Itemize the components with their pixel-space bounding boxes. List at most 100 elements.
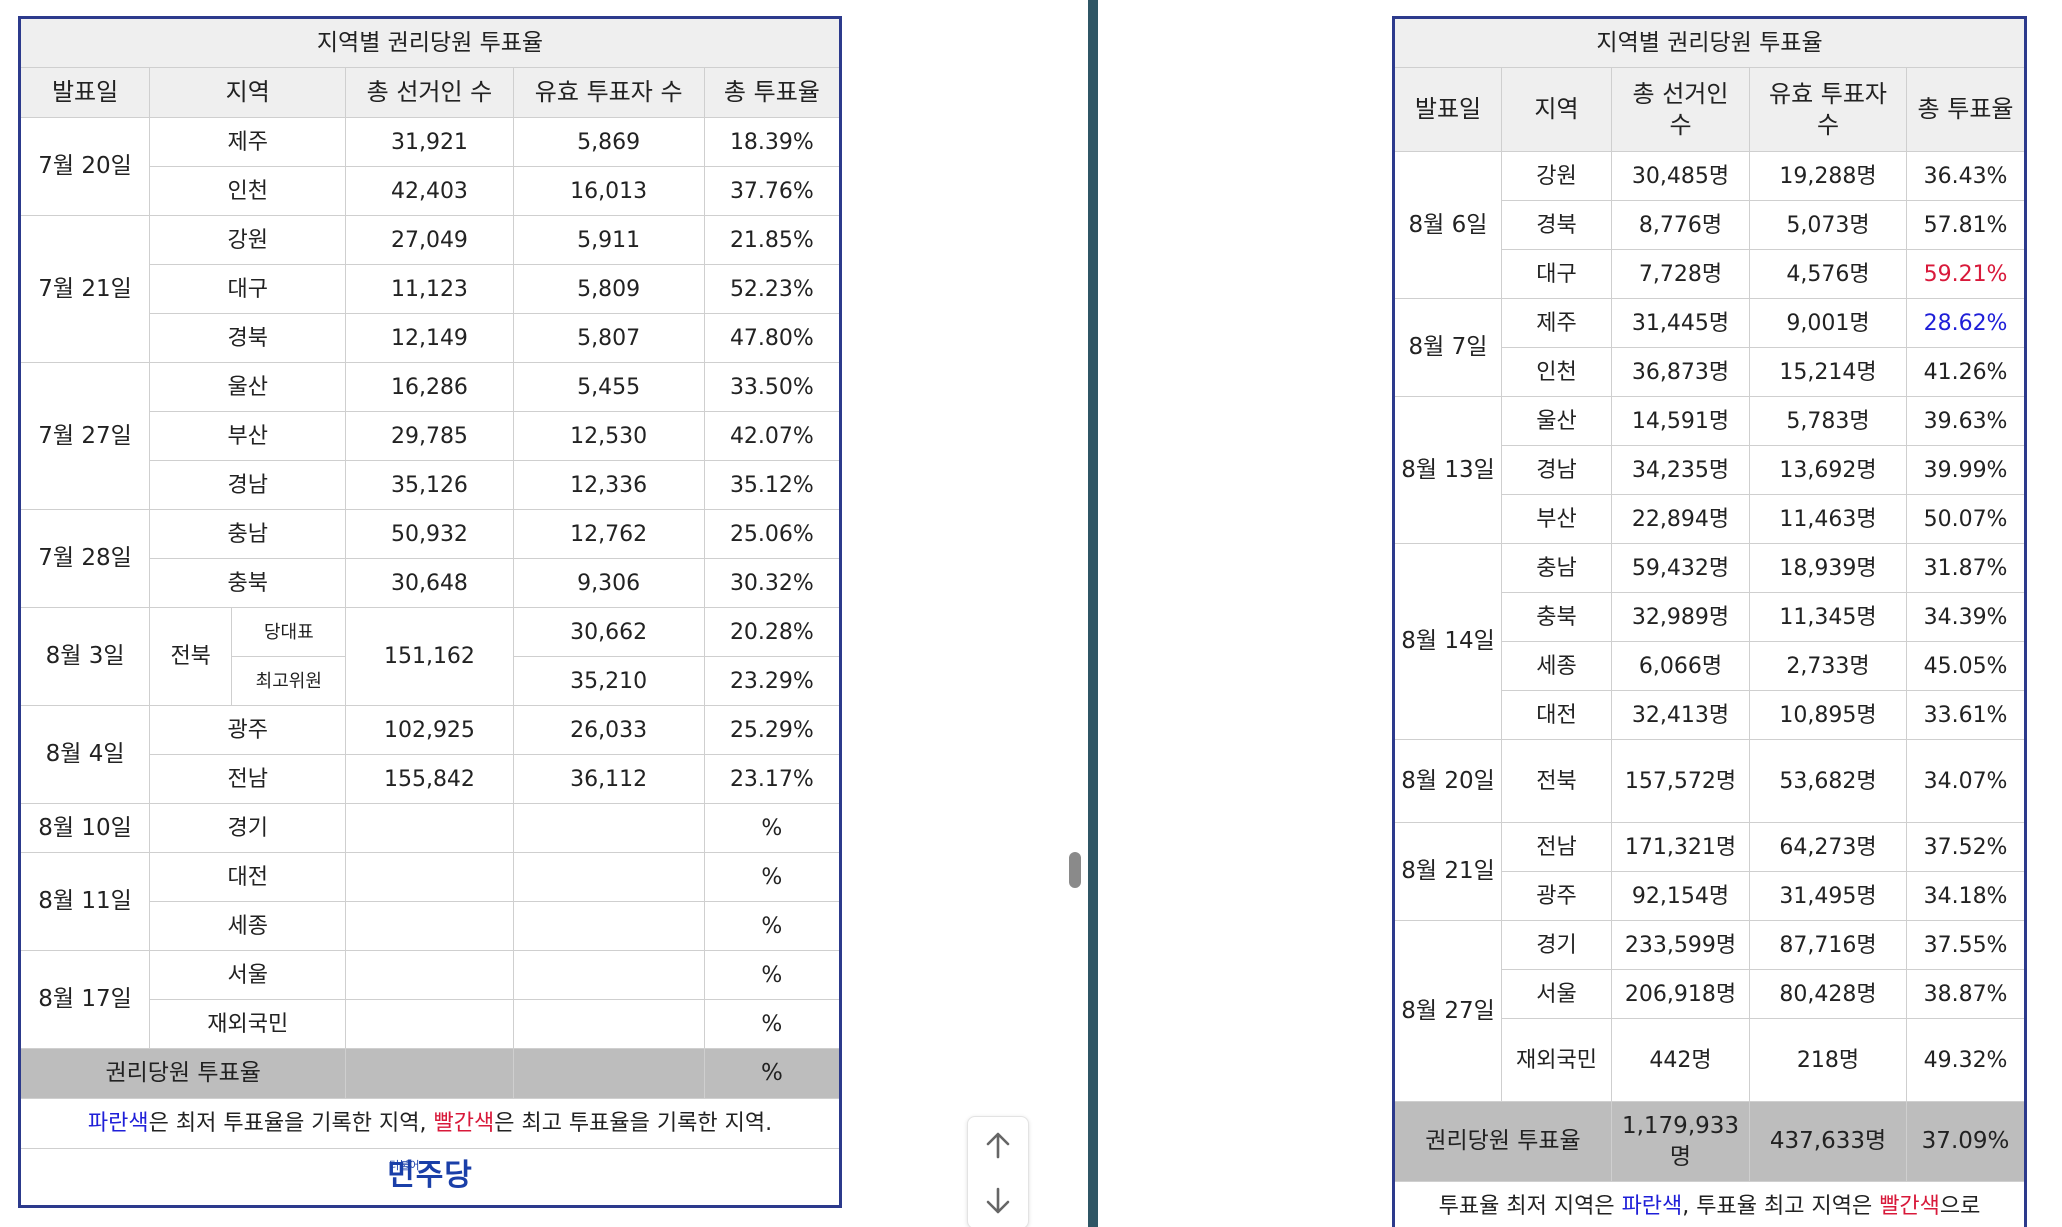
turnout-cell: 37.09% [1905,1101,2027,1182]
turnout-cell: 41.26% [1905,347,2027,397]
region-cell: 충북 [149,558,347,608]
total-voters-cell [345,950,514,1000]
total-voters-cell: 92,154명 [1611,871,1750,921]
region-cell: 대구 [1501,249,1612,299]
note-text-start: 투표율 최저 지역은 [1438,1193,1622,1219]
total-voters-cell: 1,179,933명 [1611,1101,1750,1182]
left-document-pane: 지역별 권리당원 투표율 발표일 지역 총 선거인 수 유효 투표자 수 총 투… [18,16,1081,1227]
table-row: 경북 12,149 5,807 47.80% [20,313,842,363]
region-cell: 전북 [149,607,233,706]
header-turnout: 총 투표율 [1905,67,2027,152]
header-turnout: 총 투표율 [703,67,842,118]
table-row: 8월 4일 광주 102,925 26,033 25.29% [18,705,842,804]
header-region: 지역 [1501,67,1612,152]
turnout-cell: 49.32% [1905,1018,2027,1102]
valid-voters-cell: 5,807 [512,313,705,363]
valid-voters-cell: 64,273명 [1749,822,1907,872]
region-cell: 제주 [149,117,347,167]
valid-voters-cell [512,1048,705,1099]
date-cell: 7월 20일 [18,117,151,216]
valid-voters-cell: 218명 [1749,1018,1907,1102]
logo-main-text: 민주당 [387,1158,473,1193]
total-voters-cell: 34,235명 [1611,445,1750,495]
valid-voters-cell: 11,463명 [1749,494,1907,544]
turnout-cell: 35.12% [703,460,842,510]
turnout-cell: % [703,901,842,951]
valid-voters-cell: 9,001명 [1749,298,1907,348]
total-voters-cell: 31,921 [345,117,514,167]
region-cell: 서울 [149,950,347,1000]
turnout-cell: 23.29% [703,656,842,706]
valid-voters-cell: 53,682명 [1749,739,1907,823]
total-voters-cell: 32,413명 [1611,690,1750,740]
scrollbar-thumb[interactable] [1069,852,1081,888]
table-caption: 지역별 권리당원 투표율 [19,17,841,68]
valid-voters-cell: 80,428명 [1749,969,1907,1019]
pane-divider[interactable] [1088,0,1098,1227]
total-voters-cell [345,999,514,1049]
turnout-cell: 37.76% [703,166,842,216]
scroll-buttons [967,1116,1029,1227]
turnout-cell: 47.80% [703,313,842,363]
table-row: 8월 14일 충남 59,432명 18,939명 31.87% [1393,543,2027,740]
valid-voters-cell: 2,733명 [1749,641,1907,691]
legend-note: 파란색은 최저 투표율을 기록한 지역, 빨간색은 최고 투표율을 기록한 지역… [19,1098,841,1149]
valid-voters-cell: 18,939명 [1749,543,1907,593]
region-cell: 경남 [149,460,347,510]
total-voters-cell: 206,918명 [1611,969,1750,1019]
region-cell: 세종 [1501,641,1612,691]
table-caption: 지역별 권리당원 투표율 [1392,17,2027,68]
region-cell: 전북 [1501,739,1612,823]
table-row: 부산 22,894명 11,463명 50.07% [1394,494,2027,544]
valid-voters-cell: 19,288명 [1749,151,1907,201]
scroll-down-button[interactable] [968,1173,1028,1227]
table-row: 8월 27일 경기 233,599명 87,716명 37.55% [1393,920,2027,1102]
scroll-up-button[interactable] [968,1117,1028,1172]
table-row: 7월 21일 강원 27,049 5,911 21.85% [18,215,842,363]
note-text-end: 은 최고 투표율을 기록한 지역. [494,1111,773,1136]
date-cell: 8월 3일 [18,607,151,706]
date-cell: 7월 28일 [18,509,151,608]
date-cell: 8월 20일 [1393,739,1502,823]
valid-voters-cell: 30,662 [512,607,705,657]
right-vote-table: 지역별 권리당원 투표율 발표일 지역 총 선거인 수 유효 투표자 수 총 투… [1392,16,2028,1227]
left-jeonbuk-rows: 8월 3일 전북 당대표 151,162 30,662 20.28% 최고위원 … [18,607,842,706]
valid-voters-cell: 11,345명 [1749,592,1907,642]
turnout-cell: 39.63% [1905,396,2027,446]
turnout-cell: 30.32% [703,558,842,608]
total-voters-cell: 29,785 [345,411,514,461]
region-cell: 재외국민 [1501,1018,1612,1102]
date-cell: 8월 27일 [1393,920,1502,1102]
valid-voters-cell: 12,336 [512,460,705,510]
table-row: 세종 6,066명 2,733명 45.05% [1394,641,2027,691]
logo-cell: 더불어 민주당 [19,1148,841,1207]
total-row: 권리당원 투표율 1,179,933명 437,633명 37.09% [1393,1101,2027,1182]
region-cell: 대전 [149,852,347,902]
sub-label-cell: 최고위원 [231,656,347,706]
table-row: 충북 32,989명 11,345명 34.39% [1394,592,2027,642]
table-row: 8월 13일 울산 14,591명 5,783명 39.63% [1393,396,2027,544]
turnout-cell: 33.61% [1905,690,2027,740]
region-cell: 경남 [1501,445,1612,495]
total-voters-cell: 31,445명 [1611,298,1750,348]
valid-voters-cell: 5,911 [512,215,705,265]
turnout-cell: % [703,1048,842,1099]
valid-voters-cell: 35,210 [512,656,705,706]
date-cell: 8월 14일 [1393,543,1502,740]
total-voters-cell: 155,842 [345,754,514,804]
right-table-body: 8월 6일 강원 30,485명 19,288명 36.43% 경북 8,776명 5,073… [1393,151,2027,1102]
header-region: 지역 [149,67,347,118]
total-voters-cell: 157,572명 [1611,739,1750,823]
turnout-cell: 50.07% [1905,494,2027,544]
turnout-cell: 25.29% [703,705,842,755]
table-row: 재외국민 442명 218명 49.32% [1394,1018,2027,1102]
region-cell: 광주 [1501,871,1612,921]
total-voters-cell [345,803,514,853]
total-voters-cell [345,852,514,902]
right-document-pane: 지역별 권리당원 투표율 발표일 지역 총 선거인 수 유효 투표자 수 총 투… [1098,0,2062,1227]
total-voters-cell: 14,591명 [1611,396,1750,446]
table-row: 7월 20일 제주 31,921 5,869 18.39% [18,117,842,216]
turnout-cell: 18.39% [703,117,842,167]
region-cell: 세종 [149,901,347,951]
table-row: 7월 28일 충남 50,932 12,762 25.06% [18,509,842,608]
